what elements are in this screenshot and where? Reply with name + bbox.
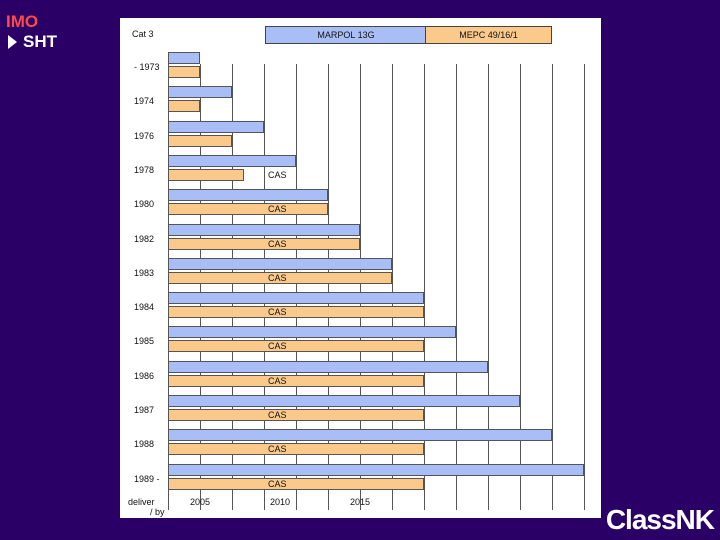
mepc-bar — [168, 443, 424, 455]
cas-label: CAS — [268, 239, 287, 249]
delivery-year-label: 1987 — [134, 405, 155, 415]
regulation-bar — [168, 292, 424, 304]
regulation-bar — [168, 86, 232, 98]
cas-label: CAS — [268, 444, 287, 454]
delivery-year-label: 1976 — [134, 131, 155, 141]
cas-label: CAS — [268, 341, 287, 351]
delivery-year-label: 1982 — [134, 234, 155, 244]
cas-label: CAS — [268, 479, 287, 489]
grid-line — [200, 64, 201, 510]
grid-line — [552, 64, 553, 510]
cas-label: CAS — [268, 273, 287, 283]
axis-caption-line1: deliver — [128, 497, 155, 507]
cas-label: CAS — [268, 410, 287, 420]
delivery-year-label: 1980 — [134, 199, 155, 209]
grid-line — [520, 64, 521, 510]
axis-tick-label: 2010 — [270, 497, 291, 507]
delivery-year-label: 1974 — [134, 96, 155, 106]
mepc-bar — [168, 238, 360, 250]
marpol-header: MARPOL 13G — [265, 26, 427, 44]
grid-line — [232, 64, 233, 510]
grid-line — [488, 64, 489, 510]
axis-caption: deliver / by — [128, 497, 165, 517]
delivery-year-label: 1978 — [134, 165, 155, 175]
grid-line — [392, 64, 393, 510]
sht-link-label: SHT — [23, 32, 57, 51]
grid-line — [360, 64, 361, 510]
classnk-logo: ClassNK — [605, 504, 715, 535]
delivery-year-label: 1984 — [134, 302, 155, 312]
category-label: Cat 3 — [132, 29, 154, 39]
delivery-year-label: - 1973 — [134, 62, 160, 72]
grid-line — [424, 64, 425, 510]
grid-line — [328, 64, 329, 510]
regulation-bar — [168, 326, 456, 338]
grid-line — [584, 64, 585, 510]
regulation-bar — [168, 429, 552, 441]
mepc-bar — [168, 100, 200, 112]
regulation-bar — [168, 189, 328, 201]
grid-line — [456, 64, 457, 510]
regulation-bar — [168, 121, 264, 133]
grid-line — [264, 64, 265, 510]
play-triangle-icon — [8, 35, 17, 49]
cas-label: CAS — [268, 376, 287, 386]
regulation-bar — [168, 464, 584, 476]
imo-label: IMO — [6, 12, 39, 31]
mepc-bar — [168, 478, 424, 490]
mepc-bar — [168, 135, 232, 147]
regulation-bar — [168, 155, 296, 167]
delivery-year-label: 1989 - — [134, 474, 160, 484]
axis-tick-label: 2005 — [190, 497, 211, 507]
axis-tick-label: 2015 — [350, 497, 371, 507]
regulation-bar — [168, 395, 520, 407]
cas-label: CAS — [268, 307, 287, 317]
grid-line — [168, 64, 169, 510]
mepc-bar — [168, 66, 200, 78]
regulation-bar — [168, 52, 200, 64]
axis-caption-line2: / by — [150, 507, 165, 517]
regulation-bar — [168, 258, 392, 270]
sht-link[interactable]: SHT — [8, 32, 57, 52]
mepc-bar — [168, 375, 424, 387]
delivery-year-label: 1988 — [134, 439, 155, 449]
mepc-bar — [168, 203, 328, 215]
cas-label: CAS — [268, 170, 287, 180]
mepc-header: MEPC 49/16/1 — [425, 26, 552, 44]
mepc-bar — [168, 169, 244, 181]
delivery-year-label: 1985 — [134, 336, 155, 346]
mepc-bar — [168, 340, 424, 352]
delivery-year-label: 1983 — [134, 268, 155, 278]
regulation-bar — [168, 361, 488, 373]
cas-label: CAS — [268, 204, 287, 214]
grid-line — [296, 64, 297, 510]
chart-panel: Cat 3 MARPOL 13G MEPC 49/16/1 - 1973 1974… — [120, 18, 601, 518]
mepc-bar — [168, 409, 424, 421]
delivery-year-label: 1986 — [134, 371, 155, 381]
mepc-bar — [168, 306, 424, 318]
mepc-bar — [168, 272, 392, 284]
regulation-bar — [168, 224, 360, 236]
